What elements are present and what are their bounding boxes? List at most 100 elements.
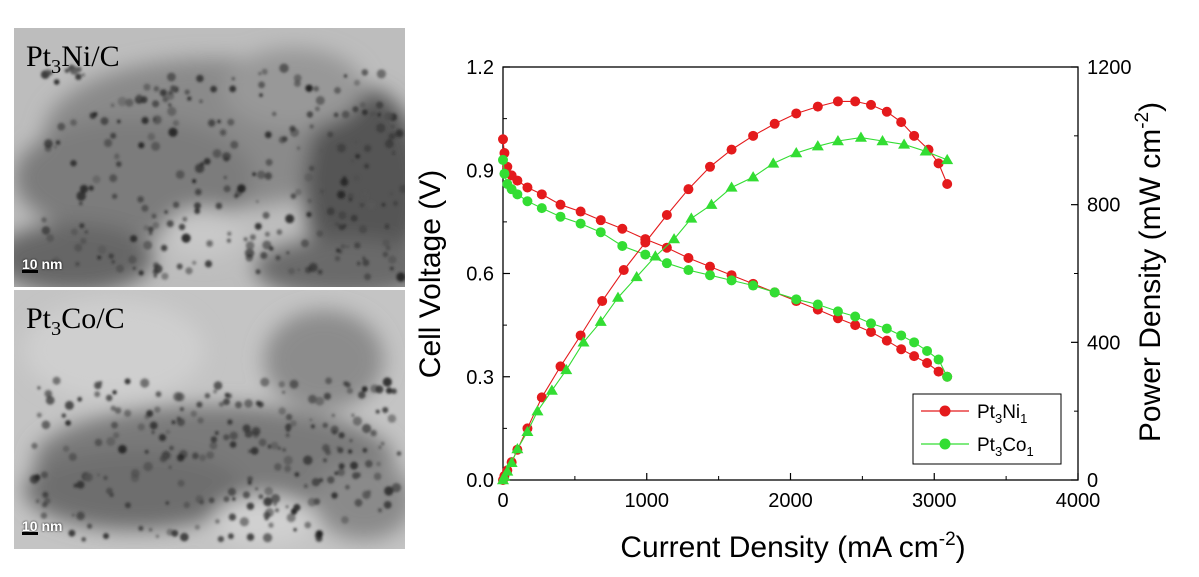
data-point-2 — [618, 265, 629, 276]
nanoparticle — [93, 112, 98, 117]
nanoparticle — [318, 478, 324, 483]
data-point-0 — [705, 261, 715, 272]
data-point-1 — [922, 345, 933, 356]
data-point-0 — [498, 134, 508, 145]
nanoparticle — [294, 80, 301, 87]
nanoparticle — [208, 119, 216, 127]
nanoparticle — [264, 131, 272, 139]
nanoparticle — [382, 239, 390, 247]
data-point-0 — [595, 215, 606, 226]
nanoparticle — [217, 119, 221, 124]
nanoparticle — [286, 513, 296, 523]
nanoparticle — [223, 434, 230, 441]
nanoparticle — [203, 158, 211, 165]
nanoparticle — [382, 377, 392, 387]
nanoparticle — [212, 149, 222, 158]
data-point-1 — [683, 265, 694, 276]
scale-bar-top: 10 nm — [22, 256, 62, 273]
nanoparticle — [41, 226, 51, 235]
data-point-1 — [769, 287, 780, 298]
nanoparticle — [103, 533, 109, 539]
data-point-3 — [747, 171, 760, 182]
data-point-1 — [881, 323, 892, 334]
nanoparticle — [348, 198, 353, 202]
nanoparticle — [113, 432, 120, 439]
nanoparticle — [341, 516, 349, 524]
nanoparticle — [268, 522, 274, 528]
panel-label-pt3ni: Pt3Ni/C — [26, 40, 120, 79]
nanoparticle — [136, 93, 143, 100]
nanoparticle — [111, 260, 116, 264]
nanoparticle — [117, 96, 128, 107]
nanoparticle — [70, 119, 77, 126]
nanoparticle — [314, 533, 319, 538]
nanoparticle — [229, 85, 237, 93]
data-point-1 — [512, 189, 523, 200]
data-point-2 — [683, 184, 694, 195]
nanoparticle — [218, 401, 224, 407]
data-point-0 — [555, 199, 566, 210]
nanoparticle — [252, 172, 256, 177]
nanoparticle — [37, 386, 41, 390]
nanoparticle — [70, 228, 78, 236]
nanoparticle — [289, 125, 296, 132]
nanoparticle — [204, 260, 213, 268]
legend-marker-pt3co — [939, 438, 951, 450]
nanoparticle — [337, 447, 344, 454]
nanoparticle — [306, 211, 312, 218]
nanoparticle — [140, 378, 150, 388]
nanoparticle — [196, 401, 203, 408]
nanoparticle — [65, 420, 71, 426]
data-point-3 — [511, 443, 524, 454]
nanoparticle — [315, 396, 325, 406]
data-point-2 — [933, 158, 944, 169]
nanoparticle — [340, 243, 346, 249]
nanoparticle — [244, 430, 253, 438]
nanoparticle — [194, 202, 201, 210]
nanoparticle — [290, 193, 297, 199]
nanoparticle — [304, 521, 312, 529]
nanoparticle — [153, 86, 160, 92]
data-point-3 — [505, 456, 518, 467]
nanoparticle — [331, 492, 338, 499]
nanoparticle — [392, 200, 399, 206]
nanoparticle — [354, 242, 361, 249]
nanoparticle — [314, 106, 320, 112]
nanoparticle — [373, 472, 382, 481]
nanoparticle — [84, 230, 88, 234]
nanoparticle — [337, 143, 346, 153]
nanoparticle — [232, 497, 236, 501]
nanoparticle — [227, 231, 232, 236]
nanoparticle — [192, 452, 199, 460]
nanoparticle — [219, 129, 227, 136]
nanoparticle — [265, 158, 273, 166]
data-point-3 — [560, 363, 573, 375]
data-point-0 — [933, 366, 944, 377]
nanoparticle — [143, 224, 150, 231]
nanoparticle — [307, 497, 317, 507]
nanoparticle — [284, 465, 291, 473]
nanoparticle — [149, 231, 153, 235]
nanoparticle — [297, 268, 301, 272]
data-point-2 — [661, 209, 672, 220]
series-line-2 — [502, 100, 948, 481]
x-tick-label: 3000 — [912, 490, 957, 512]
nanoparticle — [149, 421, 158, 430]
nanoparticle — [361, 69, 369, 76]
data-point-1 — [896, 330, 907, 341]
nanoparticle — [138, 142, 145, 149]
nanoparticle — [327, 476, 335, 484]
nanoparticle — [179, 407, 185, 412]
nanoparticle — [151, 141, 161, 151]
nanoparticle — [103, 475, 108, 481]
nanoparticle — [347, 449, 353, 454]
tem-micrograph-pt3ni — [14, 28, 405, 287]
nanoparticle — [223, 496, 230, 502]
nanoparticle — [158, 434, 167, 442]
nanoparticle — [288, 267, 295, 275]
nanoparticle — [390, 124, 395, 129]
nanoparticle — [230, 140, 239, 149]
nanoparticle — [76, 191, 86, 201]
nanoparticle — [282, 390, 286, 394]
nanoparticle — [166, 220, 174, 228]
